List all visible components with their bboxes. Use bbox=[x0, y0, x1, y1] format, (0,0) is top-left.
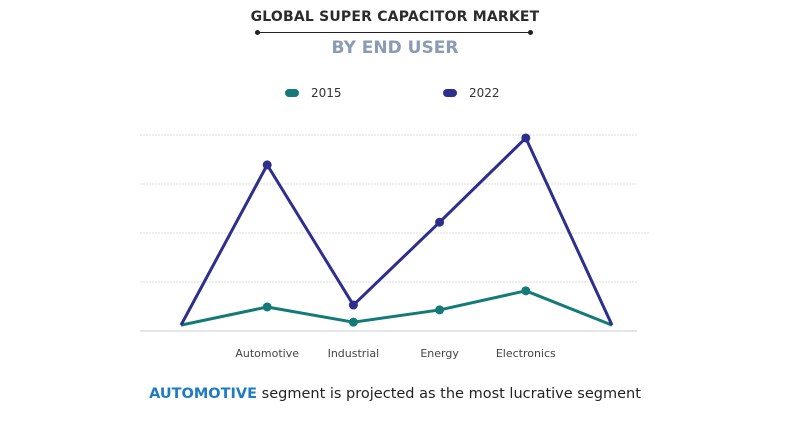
chart-subtitle: BY END USER bbox=[331, 38, 459, 58]
legend-swatch-2015 bbox=[285, 89, 299, 97]
x-tick-label: Electronics bbox=[496, 347, 556, 360]
data-point-2015-energy bbox=[435, 305, 445, 315]
data-point-2022-industrial bbox=[348, 300, 358, 310]
caption-highlight: AUTOMOTIVE bbox=[149, 386, 258, 402]
legend-label-2015: 2015 bbox=[311, 86, 342, 100]
data-point-2022-energy bbox=[435, 217, 445, 227]
series-line-2022 bbox=[179, 136, 614, 326]
series-line-2015 bbox=[180, 289, 613, 327]
x-tick-label: Automotive bbox=[235, 347, 299, 360]
data-point-2022-electronics bbox=[521, 133, 531, 143]
data-point-2022-automotive bbox=[262, 160, 272, 170]
legend-item-2022: 2022 bbox=[443, 86, 500, 100]
data-point-2015-electronics bbox=[521, 286, 531, 296]
data-point-2015-industrial bbox=[348, 317, 358, 327]
legend-swatch-2022 bbox=[443, 89, 457, 97]
chart-title: GLOBAL SUPER CAPACITOR MARKET bbox=[250, 9, 540, 25]
title-divider bbox=[255, 30, 533, 35]
caption: AUTOMOTIVE segment is projected as the m… bbox=[0, 386, 790, 402]
legend-label-2022: 2022 bbox=[469, 86, 500, 100]
legend-item-2015: 2015 bbox=[285, 86, 342, 100]
caption-text: segment is projected as the most lucrati… bbox=[257, 386, 641, 402]
data-point-2015-automotive bbox=[262, 302, 272, 312]
x-tick-label: Industrial bbox=[328, 347, 380, 360]
x-tick-label: Energy bbox=[420, 347, 459, 360]
